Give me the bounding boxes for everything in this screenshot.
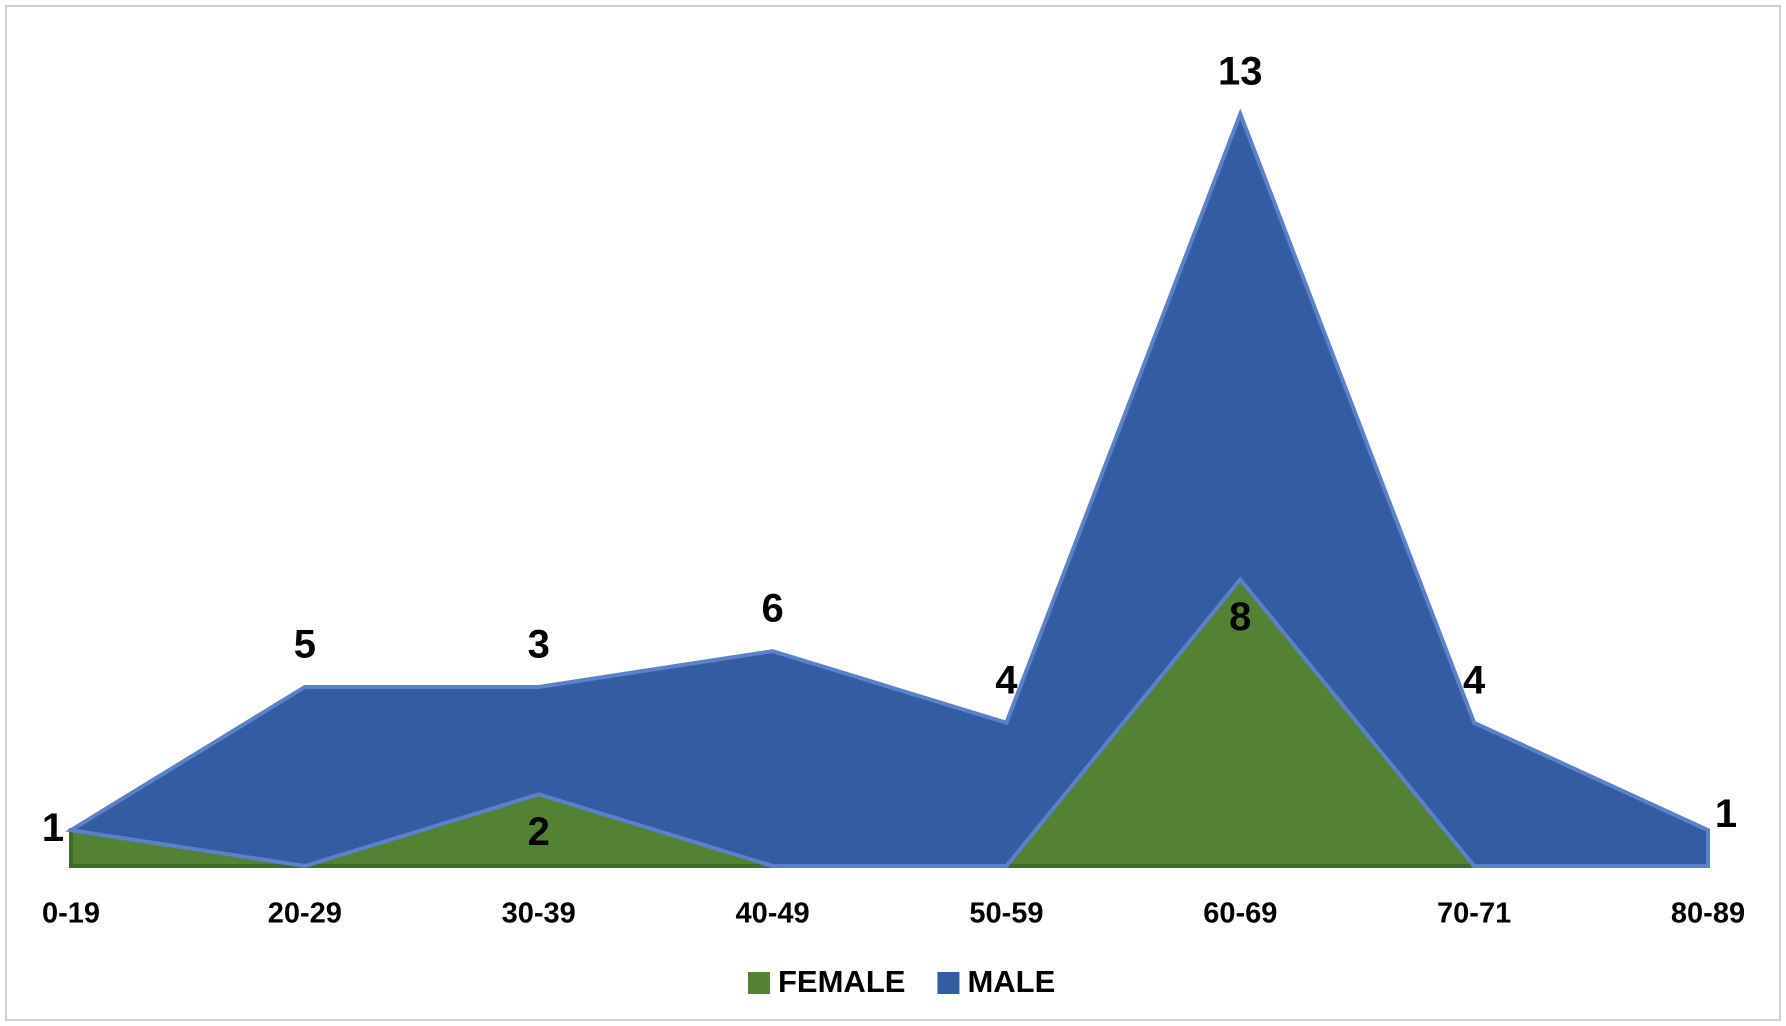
data-label: 5 [294,623,316,667]
x-tick-label: 60-69 [1203,898,1277,930]
legend-label: MALE [967,964,1055,999]
data-label: 13 [1218,50,1263,94]
x-tick-label: 30-39 [502,898,576,930]
data-label: 1 [1715,792,1737,836]
legend-swatch [937,972,960,994]
x-tick-label: 0-19 [42,898,100,930]
x-tick-label: 40-49 [735,898,809,930]
data-label: 4 [995,658,1018,702]
legend-label: FEMALE [778,964,905,999]
data-label: 3 [528,623,550,667]
data-label: 6 [761,587,783,631]
data-label: 8 [1229,595,1251,639]
x-tick-label: 50-59 [969,898,1043,930]
x-tick-label: 20-29 [268,898,342,930]
data-label: 2 [528,810,550,854]
data-label: 1 [42,806,64,850]
data-label: 4 [1463,658,1486,702]
area [65,108,1710,869]
x-tick-label: 70-71 [1437,898,1511,930]
legend: FEMALE MALE [748,964,1055,999]
x-tick-label: 80-89 [1671,898,1745,930]
legend-swatch [748,972,770,994]
